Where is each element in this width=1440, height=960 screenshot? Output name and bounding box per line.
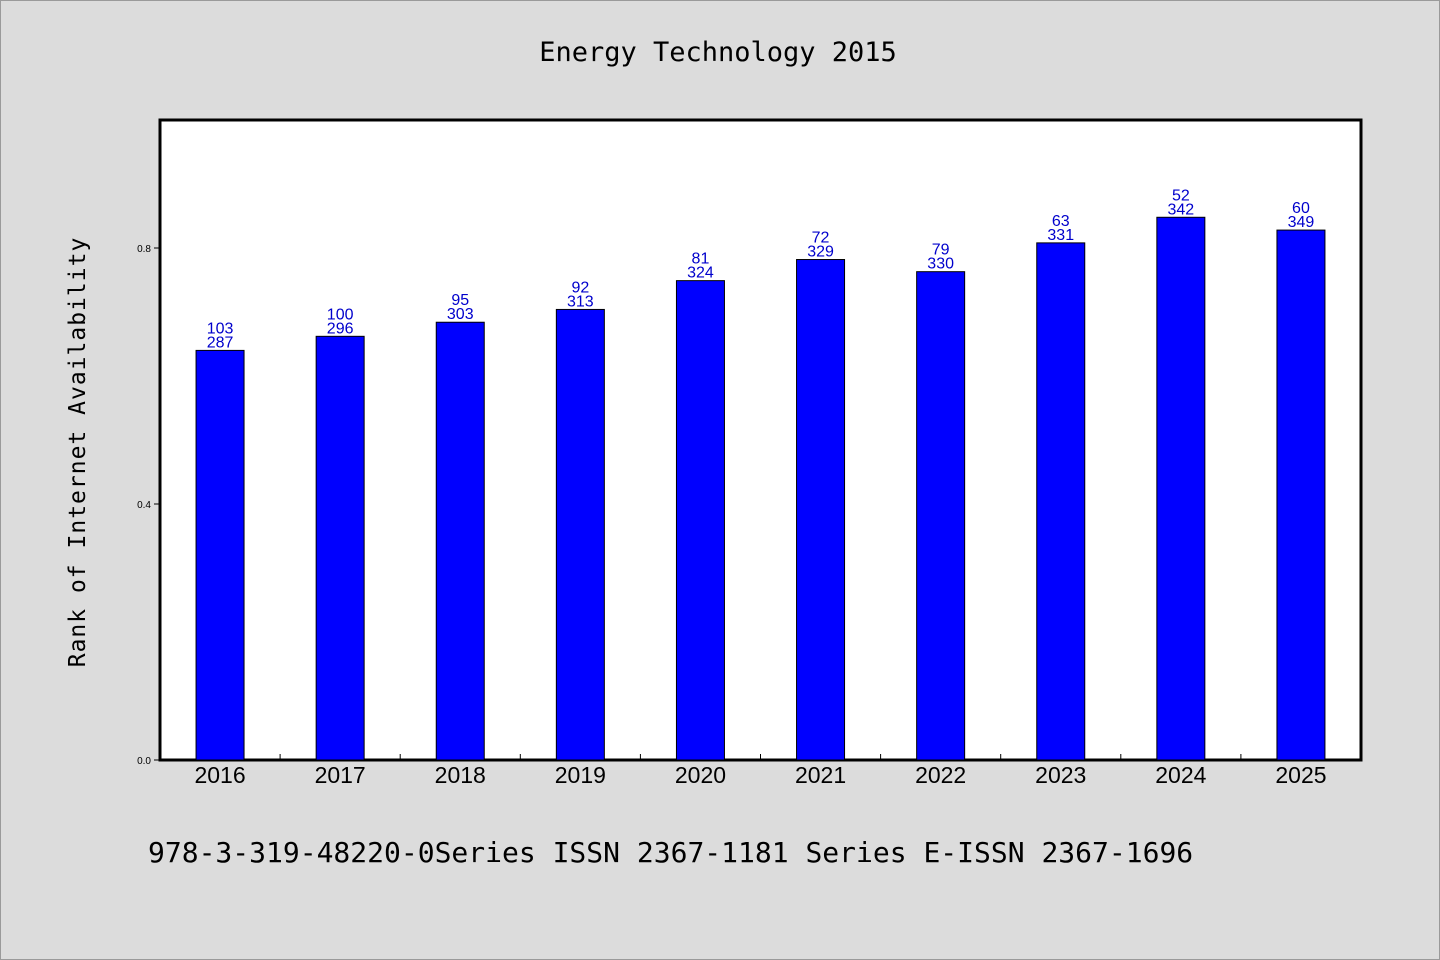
data-label-top-2017: 100 [327,306,354,323]
y-axis-label: Rank of Internet Availability [65,237,91,668]
x-tick-label-2025: 2025 [1275,762,1326,788]
data-label-top-2024: 52 [1172,187,1190,204]
data-label-bottom-2021: 329 [807,244,834,261]
x-tick-label-2018: 2018 [435,762,486,788]
bar-2021 [796,259,846,761]
isbn-footer: 978-3-319-48220-0Series ISSN 2367-1181 S… [148,836,1193,869]
y-axis: 0.0 0.4 0.8 [137,244,160,767]
data-label-bottom-2024: 342 [1167,201,1194,218]
bar-2023 [1036,242,1086,761]
data-label-top-2025: 60 [1292,200,1310,217]
x-tick-label-2016: 2016 [194,762,245,788]
data-label-top-2021: 72 [812,230,830,247]
bar-2016 [195,349,245,761]
x-axis: 2016 2017 2018 2019 2020 2021 2022 2023 2024 2025 [194,754,1327,788]
x-tick-label-2024: 2024 [1155,762,1206,788]
data-label-top-2016: 103 [207,320,234,337]
data-label-top-2022: 79 [932,242,950,259]
y-tick-label-0.8: 0.8 [137,244,151,255]
data-label-bottom-2022: 330 [927,256,954,273]
bar-2024 [1156,216,1206,761]
data-label-bottom-2016: 287 [207,334,234,351]
x-tick-label-2017: 2017 [315,762,366,788]
bars-group [195,216,1326,761]
data-label-bottom-2019: 313 [567,293,594,310]
bar-2022 [916,271,966,761]
x-tick-label-2019: 2019 [555,762,606,788]
data-label-bottom-2017: 296 [327,320,354,337]
bar-2019 [555,308,605,761]
data-label-top-2019: 92 [571,279,589,296]
chart-title: Energy Technology 2015 [539,37,897,68]
x-tick-label-2020: 2020 [675,762,726,788]
data-label-bottom-2023: 331 [1047,227,1074,244]
data-label-top-2018: 95 [451,292,469,309]
bar-2020 [675,280,725,761]
x-tick-label-2022: 2022 [915,762,966,788]
data-label-bottom-2018: 303 [447,306,474,323]
y-tick-label-0.0: 0.0 [137,756,151,767]
data-label-top-2020: 81 [692,251,710,268]
data-label-bottom-2025: 349 [1288,214,1315,231]
bar-2025 [1276,229,1326,761]
bar-2017 [315,335,365,761]
x-tick-label-2023: 2023 [1035,762,1086,788]
data-label-top-2023: 63 [1052,213,1070,230]
data-label-bottom-2020: 324 [687,265,714,282]
x-tick-label-2021: 2021 [795,762,846,788]
bar-2018 [435,321,485,761]
y-tick-label-0.4: 0.4 [137,500,151,511]
